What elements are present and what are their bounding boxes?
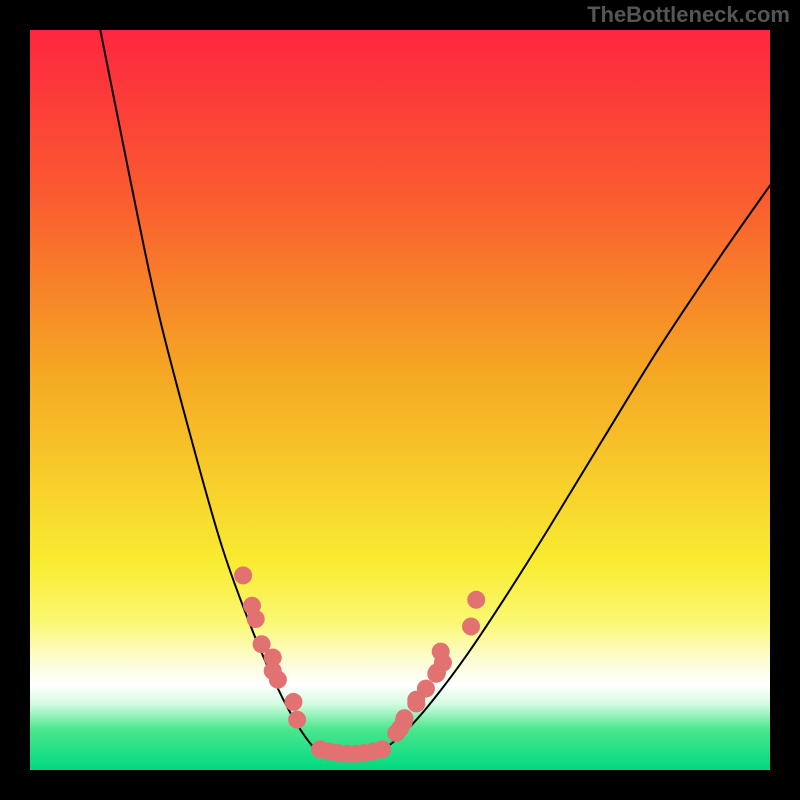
marker-right [467, 591, 485, 609]
marker-right [395, 709, 413, 727]
marker-right [434, 654, 452, 672]
marker-bottom [373, 740, 391, 758]
marker-left [284, 693, 302, 711]
chart-root: TheBottleneck.com [0, 0, 800, 800]
marker-left [247, 610, 265, 628]
plot-area [30, 30, 770, 770]
marker-right [462, 617, 480, 635]
marker-left [269, 671, 287, 689]
watermark-text: TheBottleneck.com [587, 2, 790, 27]
marker-left [288, 711, 306, 729]
chart-svg: TheBottleneck.com [0, 0, 800, 800]
marker-right [417, 680, 435, 698]
marker-left [234, 566, 252, 584]
